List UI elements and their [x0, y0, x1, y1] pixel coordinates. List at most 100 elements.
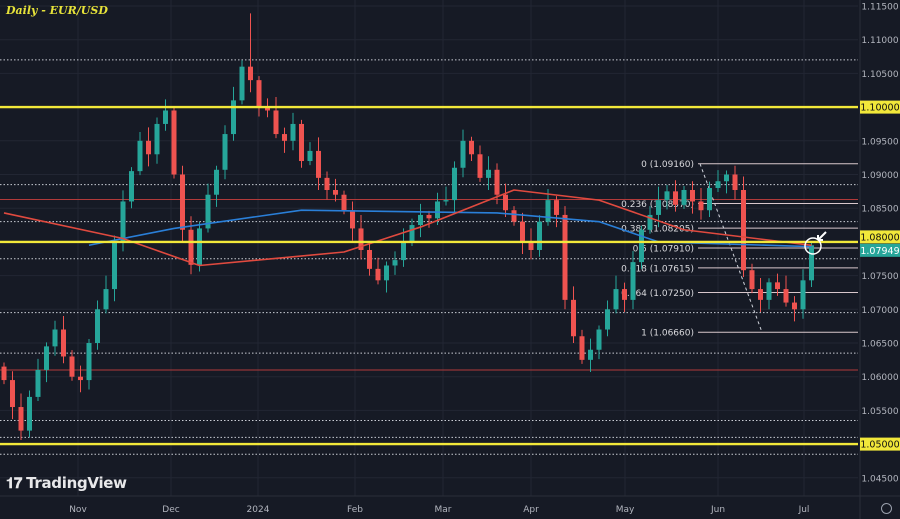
candle-body — [511, 210, 517, 222]
fib-level-label: 1 (1.06660) — [641, 329, 694, 339]
time-axis-tick-label: Feb — [347, 505, 363, 515]
key-level-price-tag — [860, 230, 900, 244]
candle-body — [146, 140, 151, 155]
candle-body — [715, 181, 721, 188]
candle-body — [10, 380, 15, 408]
candle-body — [460, 140, 466, 168]
candle-body — [418, 214, 423, 226]
candle-body — [95, 309, 100, 343]
candle-body — [205, 194, 211, 229]
candle-body — [171, 110, 177, 175]
candle-body — [528, 241, 534, 250]
candle-body — [61, 329, 66, 357]
candle-body — [129, 171, 134, 202]
candle-body — [707, 187, 712, 211]
candle-body — [375, 268, 381, 281]
candle-body — [724, 174, 729, 182]
candle-body — [18, 407, 24, 431]
price-axis-tick-label: 1.05500 — [861, 407, 898, 417]
candle-body — [1, 366, 7, 381]
candle-body — [197, 228, 202, 265]
price-axis-tick-label: 1.07000 — [861, 306, 898, 316]
current-price-tag — [860, 243, 900, 257]
key-level-label: 1.05000 — [860, 440, 899, 451]
candle-body — [44, 346, 49, 370]
candle-body — [630, 262, 636, 300]
candle-body — [486, 169, 491, 178]
candle-body — [775, 282, 780, 290]
candle-body — [350, 210, 355, 229]
candle-body — [78, 376, 83, 381]
candle-body — [239, 66, 245, 101]
price-axis-tick-label: 1.06500 — [861, 340, 898, 350]
candle-body — [137, 140, 143, 172]
price-axis-tick-label: 1.11000 — [861, 36, 898, 46]
candle-body — [741, 190, 746, 271]
key-level-label: 1.08000 — [860, 232, 899, 243]
key-level-label: 1.10000 — [860, 103, 899, 114]
candle-body — [35, 369, 41, 397]
candle-body — [537, 221, 542, 250]
candle-body — [639, 229, 644, 263]
candle-body — [401, 241, 406, 261]
candle-body — [231, 100, 236, 135]
candle-body — [367, 249, 372, 269]
candle-body — [120, 201, 126, 242]
candle-body — [732, 174, 738, 191]
tradingview-logo: 𝟏𝟕 TradingView — [6, 474, 127, 492]
candle-body — [27, 396, 32, 431]
price-axis-tick-label: 1.08500 — [861, 205, 898, 215]
fib-level-label: 0 (1.09160) — [641, 160, 694, 170]
candle-body — [596, 329, 602, 350]
price-axis-tick-label: 1.04500 — [861, 474, 898, 484]
candle-body — [664, 191, 670, 201]
candle-body — [188, 229, 194, 265]
candle-body — [248, 66, 253, 81]
candle-body — [452, 167, 457, 201]
chart-title: Daily - EUR/USD — [6, 4, 108, 17]
candle-body — [554, 200, 559, 215]
candle-body — [358, 228, 364, 250]
time-axis-tick-label: 2024 — [247, 505, 270, 515]
candle-body — [800, 280, 806, 310]
price-axis-tick-label: 1.09500 — [861, 137, 898, 147]
candle-body — [579, 336, 585, 360]
fib-level-label: 0.764 (1.07250) — [621, 289, 694, 299]
candle-body — [656, 200, 661, 215]
candle-body — [477, 154, 483, 178]
candle-body — [494, 169, 500, 195]
candle-body — [809, 245, 814, 281]
candle-body — [154, 123, 160, 155]
time-axis-tick-label: Jun — [710, 505, 725, 515]
fib-level-label: 0.382 (1.08205) — [621, 225, 694, 235]
candle-body — [341, 194, 347, 211]
candle-body — [792, 302, 797, 310]
highlight-circle — [804, 237, 822, 255]
settings-icon[interactable] — [881, 503, 892, 514]
time-axis-tick-label: Dec — [162, 505, 179, 515]
tradingview-mark-icon: 𝟏𝟕 — [6, 474, 23, 492]
current-price-label: 1.07949 — [860, 246, 899, 257]
candle-body — [52, 329, 58, 347]
candle-body — [333, 190, 338, 195]
candle-body — [698, 201, 704, 211]
moving-average-fast-line — [3, 189, 812, 267]
candle-body — [562, 214, 568, 300]
candle-body — [265, 107, 270, 111]
candle-body — [324, 177, 330, 191]
candle-body — [290, 123, 296, 141]
candle-body — [103, 289, 109, 310]
price-axis-tick-label: 1.06000 — [861, 373, 898, 383]
fib-level-label: 0.618 (1.07615) — [621, 264, 694, 274]
candle-body — [783, 289, 789, 303]
candle-body — [299, 123, 304, 162]
candle-body — [622, 289, 627, 300]
time-axis-tick-label: Mar — [435, 505, 452, 515]
price-axis-tick-label: 1.11500 — [861, 3, 898, 13]
candle-body — [222, 134, 228, 170]
candle-body — [571, 299, 576, 337]
candle-body — [112, 241, 117, 290]
candle-body — [520, 221, 525, 242]
